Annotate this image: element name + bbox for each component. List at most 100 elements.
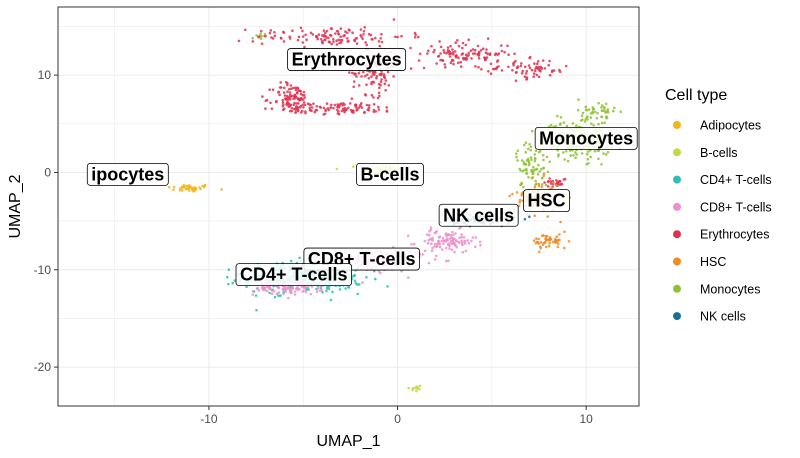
data-point: [293, 293, 297, 296]
data-point: [330, 42, 334, 46]
data-point: [316, 286, 320, 290]
data-point: [604, 153, 608, 156]
data-point: [384, 79, 388, 82]
legend-item: CD4+ T-cells: [673, 173, 772, 187]
data-point: [439, 45, 443, 49]
legend-item: Monocytes: [673, 282, 760, 296]
cluster-label-text: CD4+ T-cells: [240, 265, 348, 285]
data-point: [297, 89, 300, 93]
data-point: [477, 50, 481, 54]
data-point: [488, 52, 492, 55]
data-point: [474, 245, 477, 249]
data-point: [507, 53, 510, 56]
data-point: [324, 108, 328, 112]
data-point: [518, 167, 521, 171]
data-point: [286, 99, 289, 102]
data-point: [483, 58, 487, 62]
data-point: [521, 69, 524, 73]
data-point: [273, 34, 277, 38]
data-point: [368, 104, 371, 107]
data-point: [302, 90, 306, 94]
data-point: [603, 107, 606, 111]
data-point: [533, 214, 536, 217]
data-point: [574, 151, 577, 154]
data-point: [511, 192, 514, 196]
data-point: [450, 248, 454, 252]
data-point: [181, 185, 184, 188]
cluster-label: B-cells: [356, 162, 424, 186]
data-point: [546, 238, 549, 242]
data-point: [537, 184, 541, 188]
data-point: [559, 122, 562, 125]
data-point: [460, 242, 464, 246]
data-point: [520, 71, 524, 75]
data-point: [418, 384, 422, 388]
data-point: [329, 298, 333, 302]
data-point: [428, 233, 431, 237]
data-point: [485, 48, 488, 51]
data-point: [576, 108, 580, 112]
data-point: [438, 245, 442, 249]
data-point: [260, 286, 264, 290]
data-point: [451, 48, 454, 51]
data-point: [273, 295, 277, 299]
data-point: [275, 292, 279, 296]
data-point: [537, 163, 540, 167]
data-point: [558, 233, 561, 236]
data-point: [308, 103, 311, 106]
data-point: [529, 149, 532, 152]
data-point: [192, 189, 196, 193]
data-point: [597, 101, 600, 105]
data-point: [597, 149, 600, 152]
data-point: [470, 57, 473, 60]
data-point: [489, 72, 493, 75]
cluster-label: CD4+ T-cells: [235, 263, 352, 287]
data-point: [315, 105, 319, 108]
data-point: [551, 240, 555, 244]
data-point: [172, 188, 175, 191]
data-point: [563, 177, 567, 181]
data-point: [477, 65, 480, 69]
data-point: [572, 154, 575, 157]
data-point: [392, 75, 395, 78]
data-point: [480, 68, 483, 71]
data-point: [328, 40, 332, 44]
data-point: [540, 183, 544, 186]
data-point: [392, 18, 396, 21]
data-point: [255, 308, 258, 312]
data-point: [372, 81, 376, 84]
data-point: [355, 42, 359, 45]
data-point: [327, 36, 330, 40]
data-point: [237, 39, 241, 43]
data-point: [285, 101, 289, 105]
data-point: [282, 292, 285, 296]
data-point: [439, 58, 442, 62]
data-point: [320, 40, 324, 44]
x-tick-label: -10: [200, 412, 218, 426]
data-point: [448, 55, 452, 58]
data-point: [556, 114, 559, 118]
data-point: [318, 105, 322, 109]
plot-border: [57, 6, 640, 407]
data-point: [284, 287, 287, 290]
legend-item: B-cells: [673, 146, 738, 160]
data-point: [530, 168, 533, 172]
data-point: [379, 37, 383, 40]
data-point: [546, 170, 550, 174]
data-point: [567, 240, 571, 243]
data-point: [263, 286, 267, 289]
data-point: [287, 105, 291, 108]
data-point: [592, 124, 595, 127]
data-point: [304, 285, 307, 289]
data-point: [443, 51, 446, 54]
legend-key: [673, 148, 681, 157]
data-point: [445, 259, 448, 263]
data-point: [363, 26, 367, 29]
data-point: [565, 124, 569, 128]
data-point: [329, 106, 333, 109]
data-point: [288, 91, 292, 94]
data-point: [309, 292, 313, 296]
legend-label: NK cells: [700, 310, 746, 324]
data-point: [602, 152, 605, 155]
data-point: [604, 102, 608, 106]
